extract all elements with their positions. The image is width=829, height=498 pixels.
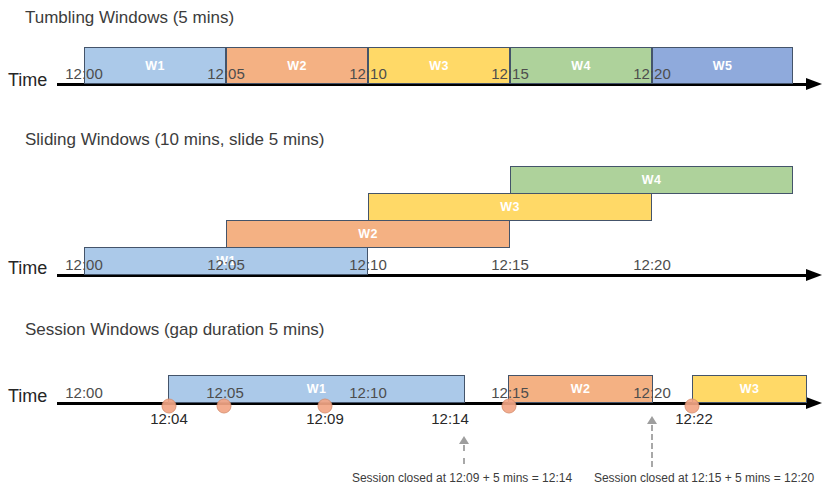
window-label-tumbling-w4: W4 [571,59,591,73]
window-label-tumbling-w5: W5 [713,59,733,73]
timeline-arrowhead-session [806,397,822,409]
time-axis-label-tumbling: Time [8,70,47,91]
window-label-tumbling-w3: W3 [429,59,449,73]
window-tumbling-w1: W1 [84,47,226,84]
annotation-text-1: Session closed at 12:09 + 5 mins = 12:14 [352,471,572,485]
tick-label-session-1210: 12:10 [349,383,387,402]
event-dot-1 [162,399,177,414]
event-time-label-1214: 12:14 [431,410,469,427]
tick-label-sliding-1220: 12:20 [633,255,671,274]
window-label-tumbling-w1: W1 [145,59,165,73]
window-tumbling-w5: W5 [652,47,793,84]
event-dot-5 [685,399,700,414]
annotation-arrow-stem-2 [651,425,653,467]
window-session-w2: W2 [508,375,653,403]
event-dot-4 [502,399,517,414]
tick-label-session-1220: 12:20 [633,383,671,402]
section-title-session: Session Windows (gap duration 5 mins) [25,320,325,340]
timeline-arrowhead-tumbling [806,78,822,90]
window-label-session-w1: W1 [307,382,327,396]
window-label-session-w2: W2 [571,382,591,396]
tick-label-sliding-1200: 12:00 [65,255,103,274]
tick-label-sliding-1210: 12:10 [349,255,387,274]
annotation-arrow-head-2 [647,416,657,424]
stream-windowing-diagram: Tumbling Windows (5 mins) Time W1 W2 W3 W4 W… [0,0,829,498]
tick-label-sliding-1205: 12:05 [207,255,245,274]
window-sliding-w3: W3 [368,193,652,221]
event-dot-2 [217,399,232,414]
tick-label-sliding-1215: 12:15 [491,255,529,274]
window-sliding-w2: W2 [226,220,510,248]
window-label-sliding-w2: W2 [358,227,378,241]
window-session-w3: W3 [692,375,807,403]
window-label-session-w3: W3 [740,382,760,396]
section-title-sliding: Sliding Windows (10 mins, slide 5 mins) [25,130,325,150]
tick-label-tumbling-1210: 12:10 [349,64,387,83]
time-axis-label-session: Time [8,386,47,407]
tick-label-tumbling-1215: 12:15 [491,64,529,83]
timeline-arrowhead-sliding [806,269,822,281]
window-tumbling-w4: W4 [510,47,652,84]
tick-label-tumbling-1200: 12:00 [65,64,103,83]
window-label-tumbling-w2: W2 [287,59,307,73]
window-tumbling-w2: W2 [226,47,368,84]
section-title-tumbling: Tumbling Windows (5 mins) [25,8,234,28]
window-label-sliding-w3: W3 [500,200,520,214]
window-label-sliding-w4: W4 [642,173,662,187]
annotation-arrow-head-1 [459,436,469,444]
annotation-arrow-stem-1 [463,445,465,464]
event-dot-3 [318,399,333,414]
tick-label-session-1200: 12:00 [65,383,103,402]
annotation-text-2: Session closed at 12:15 + 5 mins = 12:20 [594,471,814,485]
window-sliding-w4: W4 [510,166,793,194]
tick-label-tumbling-1205: 12:05 [207,64,245,83]
window-tumbling-w3: W3 [368,47,510,84]
tick-label-tumbling-1220: 12:20 [633,64,671,83]
time-axis-label-sliding: Time [8,258,47,279]
